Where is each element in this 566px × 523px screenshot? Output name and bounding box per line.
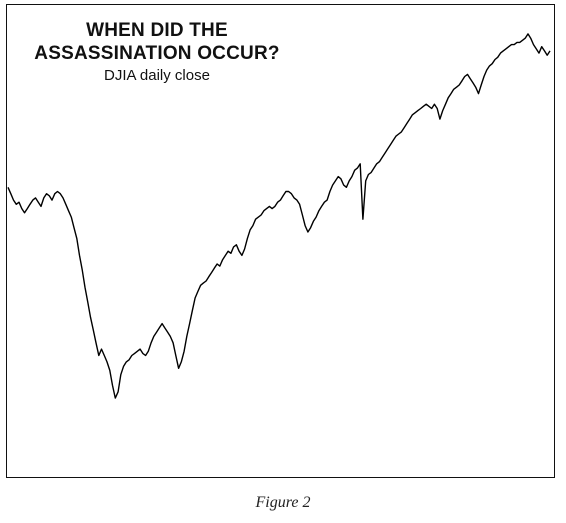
chart-title-line-1: WHEN DID THE [86,20,228,41]
series-line-0 [7,33,551,399]
chart-subtitle: DJIA daily close [104,67,210,84]
chart-frame: WHEN DID THE ASSASSINATION OCCUR? DJIA d… [6,4,555,478]
figure-caption: Figure 2 [255,494,311,511]
chart-title-line-2: ASSASSINATION OCCUR? [34,43,280,64]
chart-plot [7,33,551,399]
